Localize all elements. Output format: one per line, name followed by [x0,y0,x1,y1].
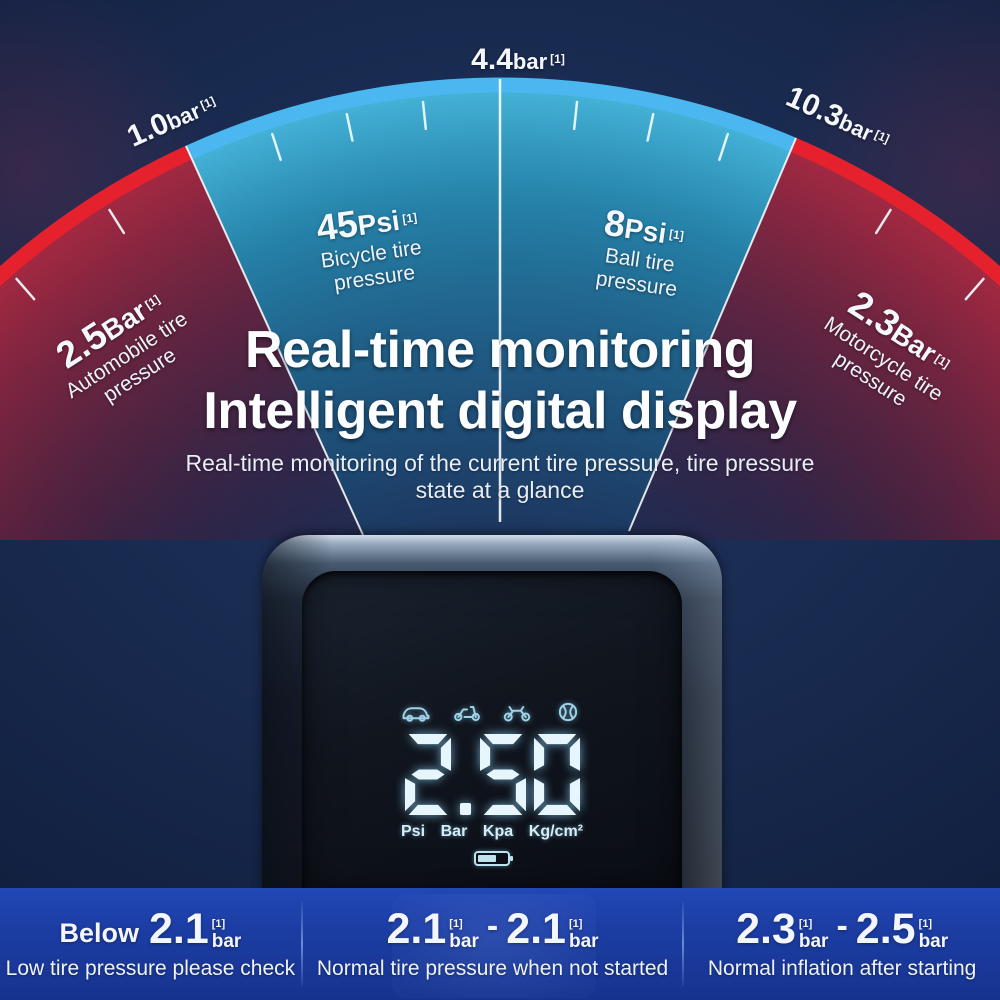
footer-unit: bar [798,930,829,952]
gauge-top-value: 4.4 [471,43,513,76]
unit-kpa-label: Kpa [482,823,514,840]
tire-inflator-device: Psi Bar Kpa Kg/cm² [262,535,722,895]
footer-desc: Normal inflation after starting [707,956,977,980]
gauge-top-unit: bar [512,49,548,74]
footer-unit-stack: [1] bar [918,917,949,952]
gauge-label-top: 4.4bar [1] [471,43,565,77]
gauge-sector-ball: 8Psi[1] Ball tire pressure [594,202,687,302]
unit-bar-label: Bar [440,823,468,840]
footer-value-row: 2.3 [1] bar - 2.5 [1] bar [736,904,949,953]
footer-value: 2.1 [506,904,566,953]
sector-sup: [1] [401,209,418,226]
footer-divider [682,902,685,986]
right-red-sector [625,151,1000,540]
gauge-dividers [185,79,797,536]
subtitle-line1: Real-time monitoring of the current tire… [185,450,815,476]
display-digit [479,734,526,815]
footer-sup: [1] [568,917,583,930]
footer-value-row: Below 2.1 [1] bar [59,904,242,953]
footer-unit: bar [449,930,479,952]
scooter-icon [453,706,480,722]
footer-section-normal-not-started: 2.1 [1] bar - 2.1 [1] bar Normal tire pres… [303,888,682,1000]
display-digit [404,734,451,815]
range-dash: - [486,906,499,945]
page-title: Real-time monitoring Intelligent digital… [0,320,1000,442]
unit-psi-label: Psi [401,823,426,840]
page-subtitle: Real-time monitoring of the current tire… [0,450,1000,504]
sector-sup: [1] [142,291,163,312]
pressure-display [302,733,682,815]
teal-sector [191,92,791,540]
unit-kgcm2-label: Kg/cm² [528,823,583,840]
sector-unit: Psi [622,212,669,250]
footer-banner: Below 2.1 [1] bar Low tire pressure pleas… [0,888,1000,1000]
footer-sup: [1] [449,917,463,930]
footer-value: 2.5 [855,904,916,953]
gauge-sector-bicycle: 45Psi[1] Bicycle tire pressure [313,194,426,297]
footer-section-low-pressure: Below 2.1 [1] bar Low tire pressure pleas… [0,888,301,1000]
units-row: Psi Bar Kpa Kg/cm² [401,823,583,841]
footer-sup: [1] [211,917,226,930]
gauge-ticks [15,100,985,301]
footer-unit: bar [918,930,949,952]
ball-icon [558,702,578,722]
device-silhouette-watermark [392,894,596,998]
footer-divider [300,902,303,986]
footer-value: 2.3 [736,904,796,953]
footer-desc: Normal tire pressure when not started [316,956,669,980]
sector-sup: [1] [668,226,685,243]
blue-rim [185,77,796,160]
footer-value-row: 2.1 [1] bar - 2.1 [1] bar [386,904,599,953]
pressure-gauge-arc [0,77,1000,540]
sector-value: 45 [313,202,361,250]
footer-unit: bar [568,930,599,952]
left-red-sector [0,158,366,540]
footer-unit-stack: [1] bar [798,917,829,952]
display-decimal-point [459,803,471,815]
gauge-top-sup: [1] [550,51,565,66]
device-screen: Psi Bar Kpa Kg/cm² [302,571,682,895]
footer-value: 2.1 [386,904,447,953]
title-line2: Intelligent digital display [203,382,797,440]
footer-unit-stack: [1] bar [211,917,242,952]
battery-icon [474,851,513,866]
footer-value: 2.1 [148,904,209,953]
motorcycle-icon [504,706,531,722]
footer-section-normal-after-start: 2.3 [1] bar - 2.5 [1] bar Normal inflation… [684,888,1000,1000]
car-icon [402,707,430,722]
footer-sup: [1] [918,917,933,930]
footer-desc: Low tire pressure please check [5,956,296,980]
mode-icons-row [401,701,583,723]
footer-sup: [1] [798,917,813,930]
footer-prefix: Below [59,917,139,948]
title-line1: Real-time monitoring [244,321,756,379]
display-digit [533,734,580,815]
red-rim-right [790,137,1000,287]
footer-unit-stack: [1] bar [449,917,479,952]
footer-unit: bar [211,930,242,952]
battery-nub [510,856,513,861]
battery-fill [478,855,496,862]
sector-unit: Psi [355,204,402,242]
subtitle-line2: state at a glance [415,477,585,503]
footer-unit-stack: [1] bar [568,917,599,952]
red-rim-left [0,145,193,287]
range-dash: - [836,906,848,945]
